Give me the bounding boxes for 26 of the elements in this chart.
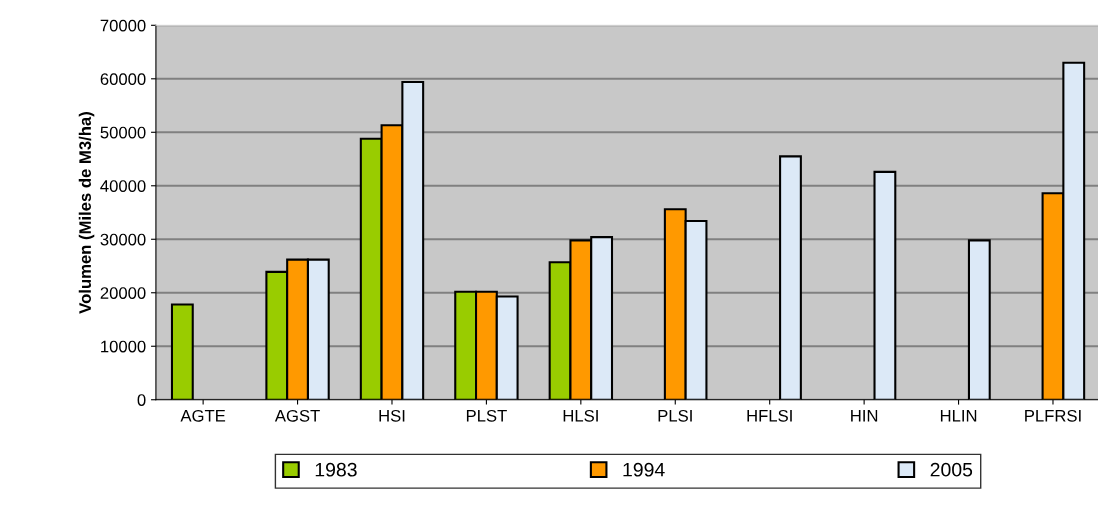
x-tick-label: HIN — [851, 410, 878, 422]
x-tick-label: HLSI — [563, 409, 598, 422]
x-tick-label: AGTE — [180, 409, 226, 422]
x-tick-label: HFLSI — [747, 409, 792, 422]
bar — [779, 155, 802, 400]
y-tick-label: 10000 — [101, 340, 146, 353]
y-tick-label: 50000 — [100, 126, 146, 139]
y-tick-label: 60000 — [100, 73, 146, 85]
x-tick-label: PLSI — [658, 409, 692, 422]
x-tick-label: PLST — [466, 409, 507, 422]
x-tick-label: HLIN — [940, 410, 977, 422]
bar — [873, 170, 897, 400]
x-tick-label: PLFRSI — [1025, 409, 1081, 422]
x-tick-label: AGST — [274, 409, 320, 422]
y-tick-label: 0 — [137, 394, 146, 406]
x-tick-label: HSI — [379, 409, 405, 422]
bar — [967, 239, 991, 400]
bar — [170, 303, 194, 400]
legend-label: 1994 — [623, 462, 665, 477]
y-tick-label: 20000 — [100, 287, 146, 299]
y-tick-label: 70000 — [100, 19, 146, 32]
legend-label: 2005 — [930, 462, 973, 477]
y-axis-title: Volumen (Miles de M3/ha) — [78, 112, 95, 314]
y-tick-label: 40000 — [100, 180, 146, 192]
legend-label: 1983 — [315, 462, 357, 477]
y-tick-label: 30000 — [100, 233, 146, 246]
